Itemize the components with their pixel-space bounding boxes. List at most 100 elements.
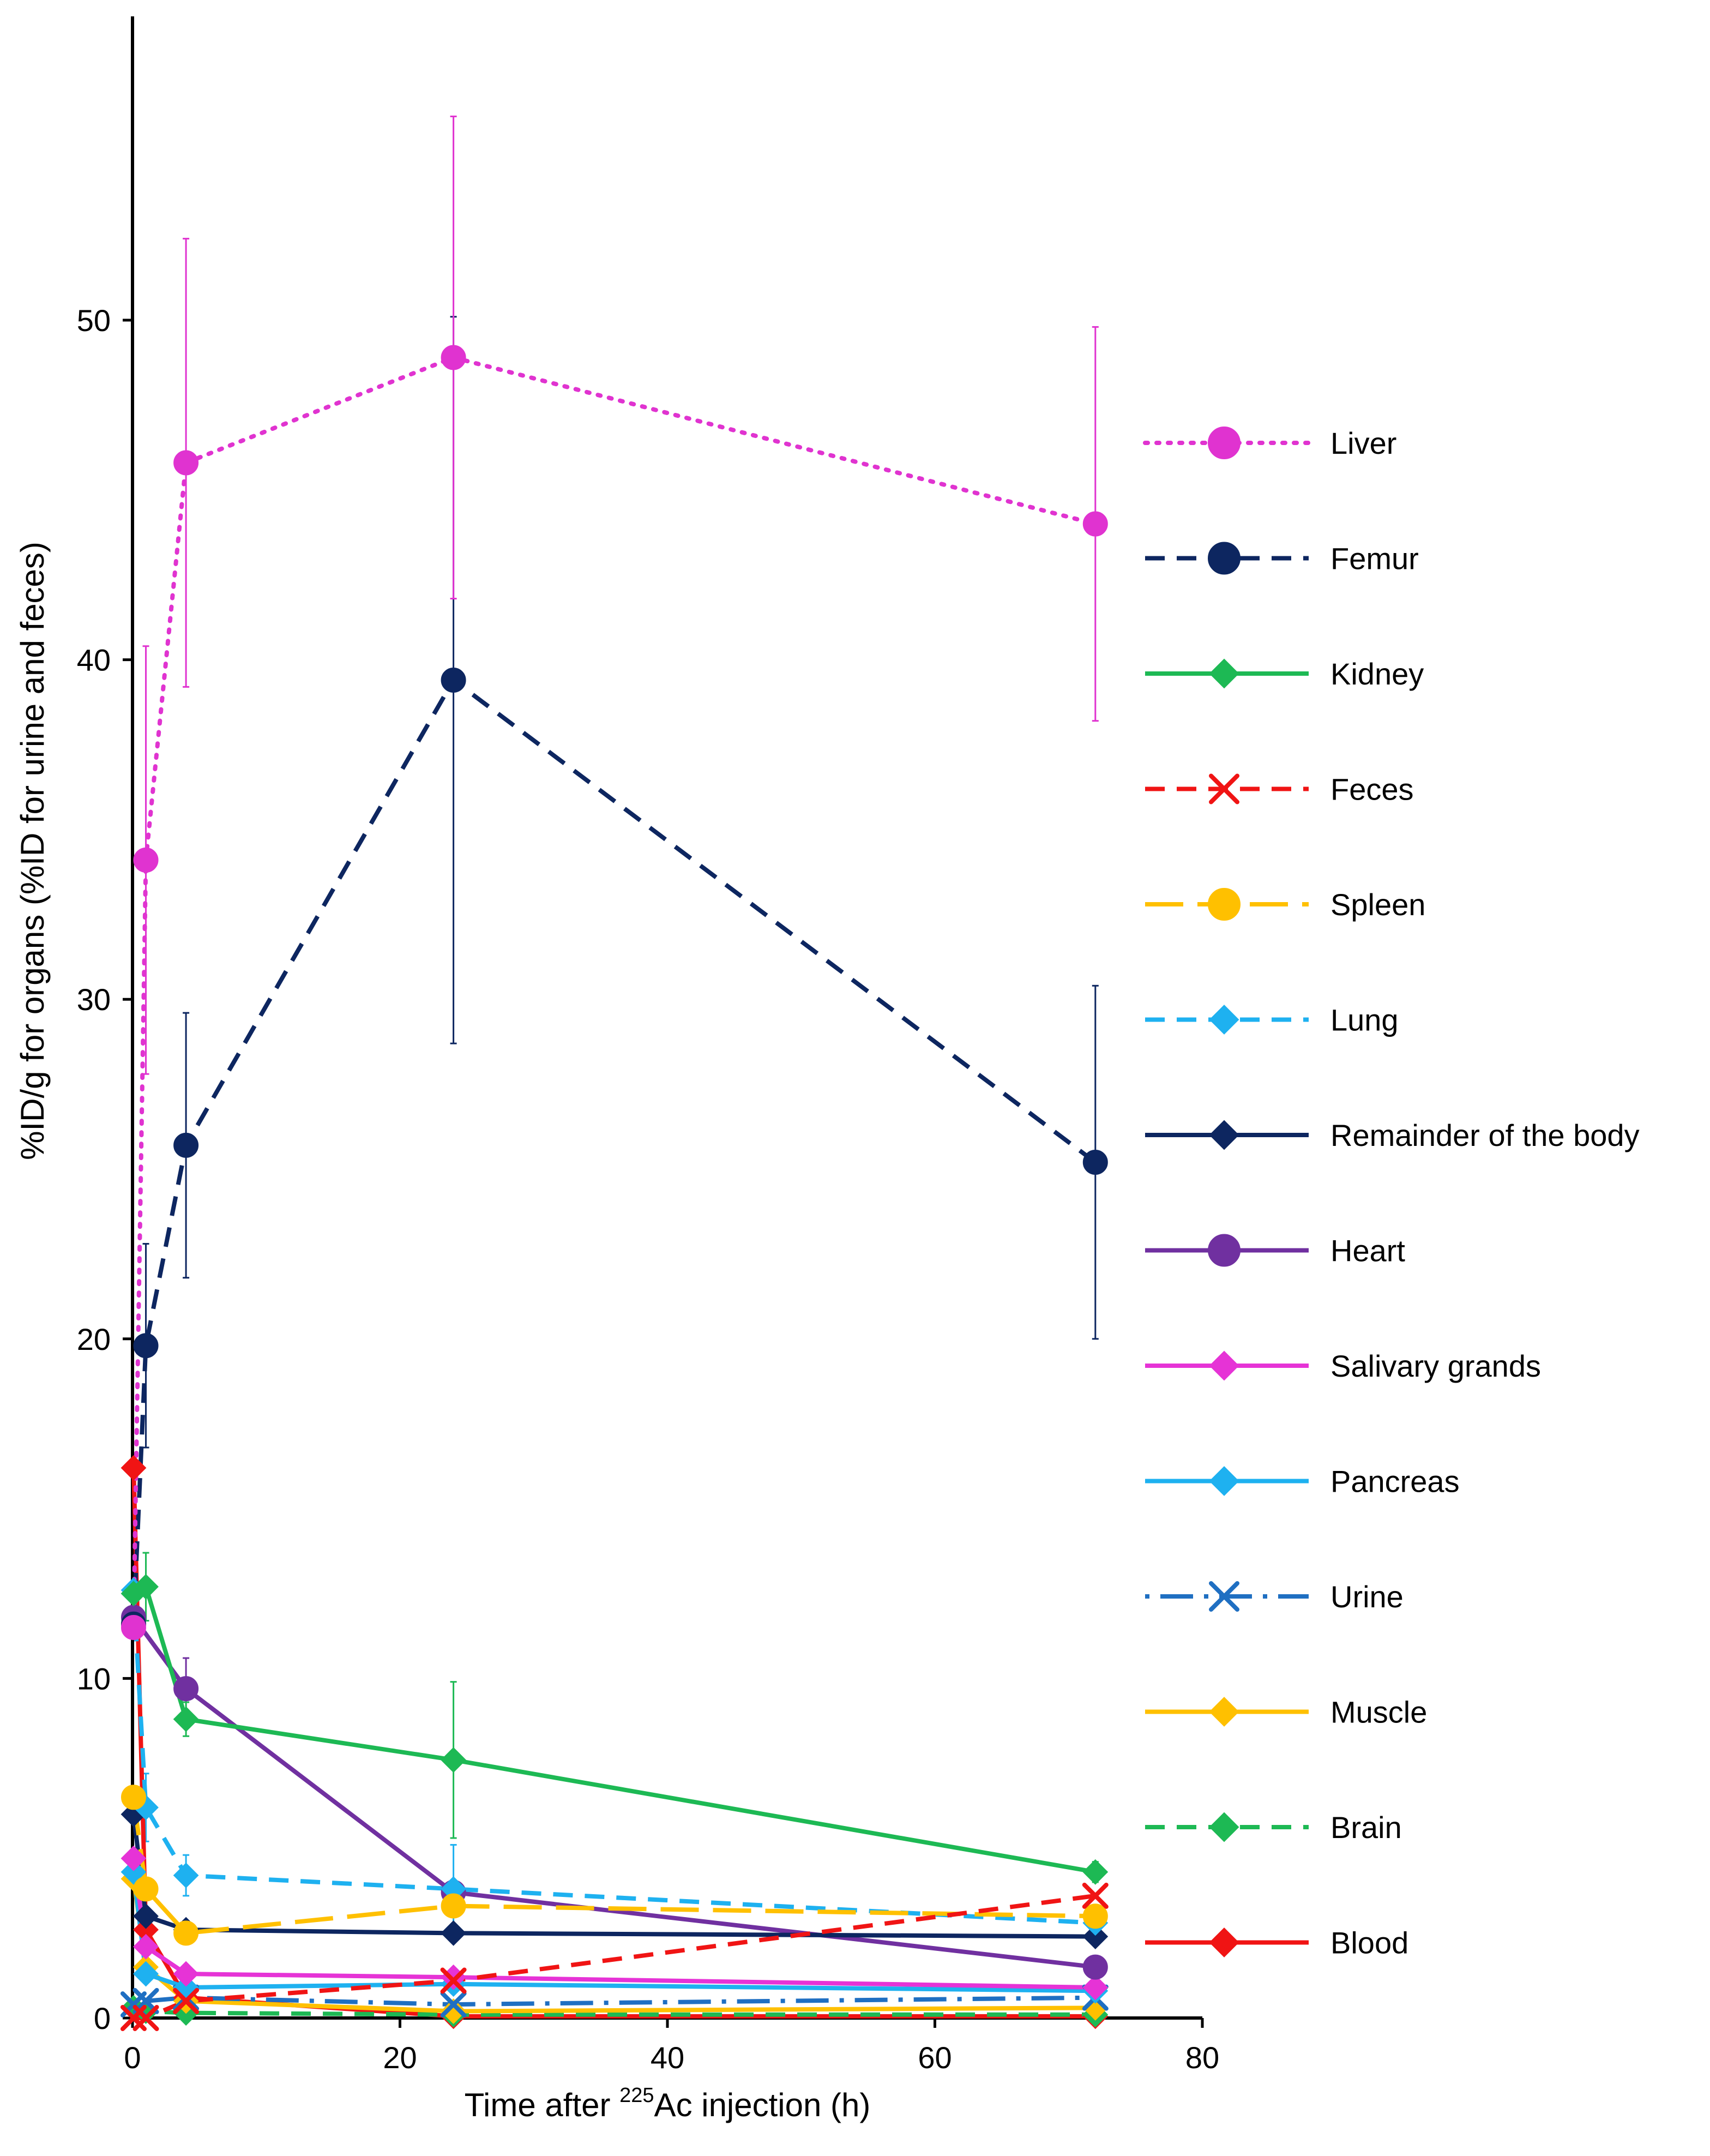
data-point-feces	[440, 1967, 467, 1994]
legend-label-remainder-of-the-body: Remainder of the body	[1330, 1118, 1640, 1152]
y-axis-label: %ID/g for organs (%ID for urine and fece…	[14, 542, 51, 1160]
ticks: 0 10 20 30 40 50 0 20 40 60 80	[77, 303, 1219, 2075]
legend-marker-remainder-of-the-body	[1209, 1120, 1239, 1150]
data-point-feces	[1082, 1882, 1109, 1909]
legend-item-kidney: Kidney	[1145, 657, 1424, 691]
data-point-kidney	[173, 1706, 199, 1732]
y-tick-label: 30	[77, 982, 111, 1017]
data-point-pancreas	[121, 1859, 147, 1885]
legend-item-spleen: Spleen	[1145, 887, 1425, 922]
series-line-heart	[131, 1616, 1096, 1969]
data-point-femur	[173, 1132, 199, 1158]
x-tick-label: 40	[651, 2040, 684, 2075]
data-point-blood	[121, 1455, 147, 1481]
legend-label-liver: Liver	[1330, 426, 1396, 460]
legend-label-lung: Lung	[1330, 1003, 1399, 1037]
legend-marker-salivary-grands	[1209, 1350, 1239, 1381]
data-point-liver	[173, 450, 199, 476]
legend-label-urine: Urine	[1330, 1580, 1404, 1614]
data-point-remainder-of-the-body	[441, 1920, 467, 1946]
data-point-spleen	[173, 1920, 199, 1946]
legend-item-pancreas: Pancreas	[1145, 1464, 1460, 1499]
data-point-spleen	[133, 1876, 159, 1902]
error-bars	[142, 115, 1099, 1934]
data-point-pancreas	[133, 1961, 159, 1987]
legend-item-brain: Brain	[1145, 1810, 1402, 1845]
legend-marker-muscle	[1209, 1697, 1239, 1727]
data-point-lung	[173, 1863, 199, 1888]
data-point-kidney	[133, 1574, 159, 1600]
legend-label-brain: Brain	[1330, 1810, 1402, 1845]
x-axis-label: Time after 225Ac injection (h)	[465, 2084, 871, 2123]
x-tick-label: 80	[1185, 2040, 1219, 2075]
legend-marker-urine	[1209, 1581, 1239, 1612]
legend-marker-kidney	[1209, 658, 1239, 689]
data-point-salivary-grands	[1082, 1974, 1109, 2001]
data-point-feces	[133, 2005, 159, 2031]
legend-label-salivary-grands: Salivary grands	[1330, 1349, 1541, 1383]
legend-marker-liver	[1208, 427, 1241, 459]
legend-marker-feces	[1209, 773, 1239, 804]
x-tick-label: 20	[383, 2040, 417, 2075]
y-tick-label: 0	[94, 2001, 111, 2035]
legend-item-blood: Blood	[1145, 1926, 1408, 1960]
data-point-kidney	[1082, 1859, 1109, 1885]
data-point-femur	[441, 667, 466, 693]
data-point-liver	[121, 1615, 146, 1641]
data-point-liver	[1082, 511, 1108, 537]
y-tick-label: 40	[77, 643, 111, 677]
data-point-muscle	[441, 1998, 467, 2024]
legend-marker-pancreas	[1209, 1466, 1239, 1496]
legend-marker-heart	[1208, 1234, 1241, 1267]
data-point-heart	[1082, 1954, 1108, 1980]
legend-marker-femur	[1208, 542, 1241, 575]
legend: Liver Femur Kidney Feces Spleen Lung Remainder…	[1143, 426, 1640, 1960]
legend-marker-brain	[1209, 1812, 1239, 1842]
series-markers	[120, 345, 1109, 2031]
data-point-feces	[173, 1987, 200, 2014]
legend-label-blood: Blood	[1330, 1926, 1408, 1960]
data-point-liver	[133, 847, 159, 873]
y-tick-label: 50	[77, 303, 111, 338]
legend-label-muscle: Muscle	[1330, 1695, 1427, 1729]
data-point-salivary-grands	[133, 1933, 159, 1960]
legend-label-femur: Femur	[1330, 542, 1419, 576]
legend-label-feces: Feces	[1330, 772, 1414, 807]
data-point-salivary-grands	[121, 1845, 147, 1871]
data-point-remainder-of-the-body	[133, 1903, 159, 1929]
legend-marker-spleen	[1208, 888, 1241, 921]
data-point-spleen	[121, 1785, 146, 1810]
legend-item-heart: Heart	[1145, 1234, 1405, 1268]
legend-marker-blood	[1209, 1927, 1239, 1957]
data-point-spleen	[1082, 1903, 1108, 1929]
legend-item-liver: Liver	[1143, 426, 1396, 460]
data-point-spleen	[441, 1893, 466, 1919]
data-point-urine	[440, 1991, 467, 2018]
data-point-remainder-of-the-body	[1082, 1924, 1109, 1949]
data-point-liver	[441, 345, 466, 370]
legend-item-urine: Urine	[1145, 1580, 1404, 1614]
x-tick-label: 0	[124, 2040, 141, 2075]
data-point-femur	[1082, 1150, 1108, 1175]
y-tick-label: 10	[77, 1661, 111, 1696]
y-tick-label: 20	[77, 1322, 111, 1356]
legend-item-lung: Lung	[1145, 1003, 1399, 1037]
legend-label-spleen: Spleen	[1330, 887, 1425, 922]
legend-label-pancreas: Pancreas	[1330, 1464, 1460, 1499]
legend-item-feces: Feces	[1145, 772, 1414, 807]
data-point-femur	[133, 1333, 159, 1359]
legend-label-heart: Heart	[1330, 1234, 1405, 1268]
legend-item-remainder-of-the-body: Remainder of the body	[1145, 1118, 1640, 1152]
legend-item-muscle: Muscle	[1145, 1695, 1427, 1729]
data-point-salivary-grands	[173, 1961, 199, 1987]
x-tick-label: 60	[918, 2040, 952, 2075]
legend-marker-lung	[1209, 1005, 1239, 1035]
legend-item-salivary-grands: Salivary grands	[1145, 1349, 1541, 1383]
legend-label-kidney: Kidney	[1330, 657, 1424, 691]
data-point-heart	[173, 1676, 199, 1702]
legend-item-femur: Femur	[1145, 542, 1419, 576]
data-point-kidney	[441, 1747, 467, 1773]
